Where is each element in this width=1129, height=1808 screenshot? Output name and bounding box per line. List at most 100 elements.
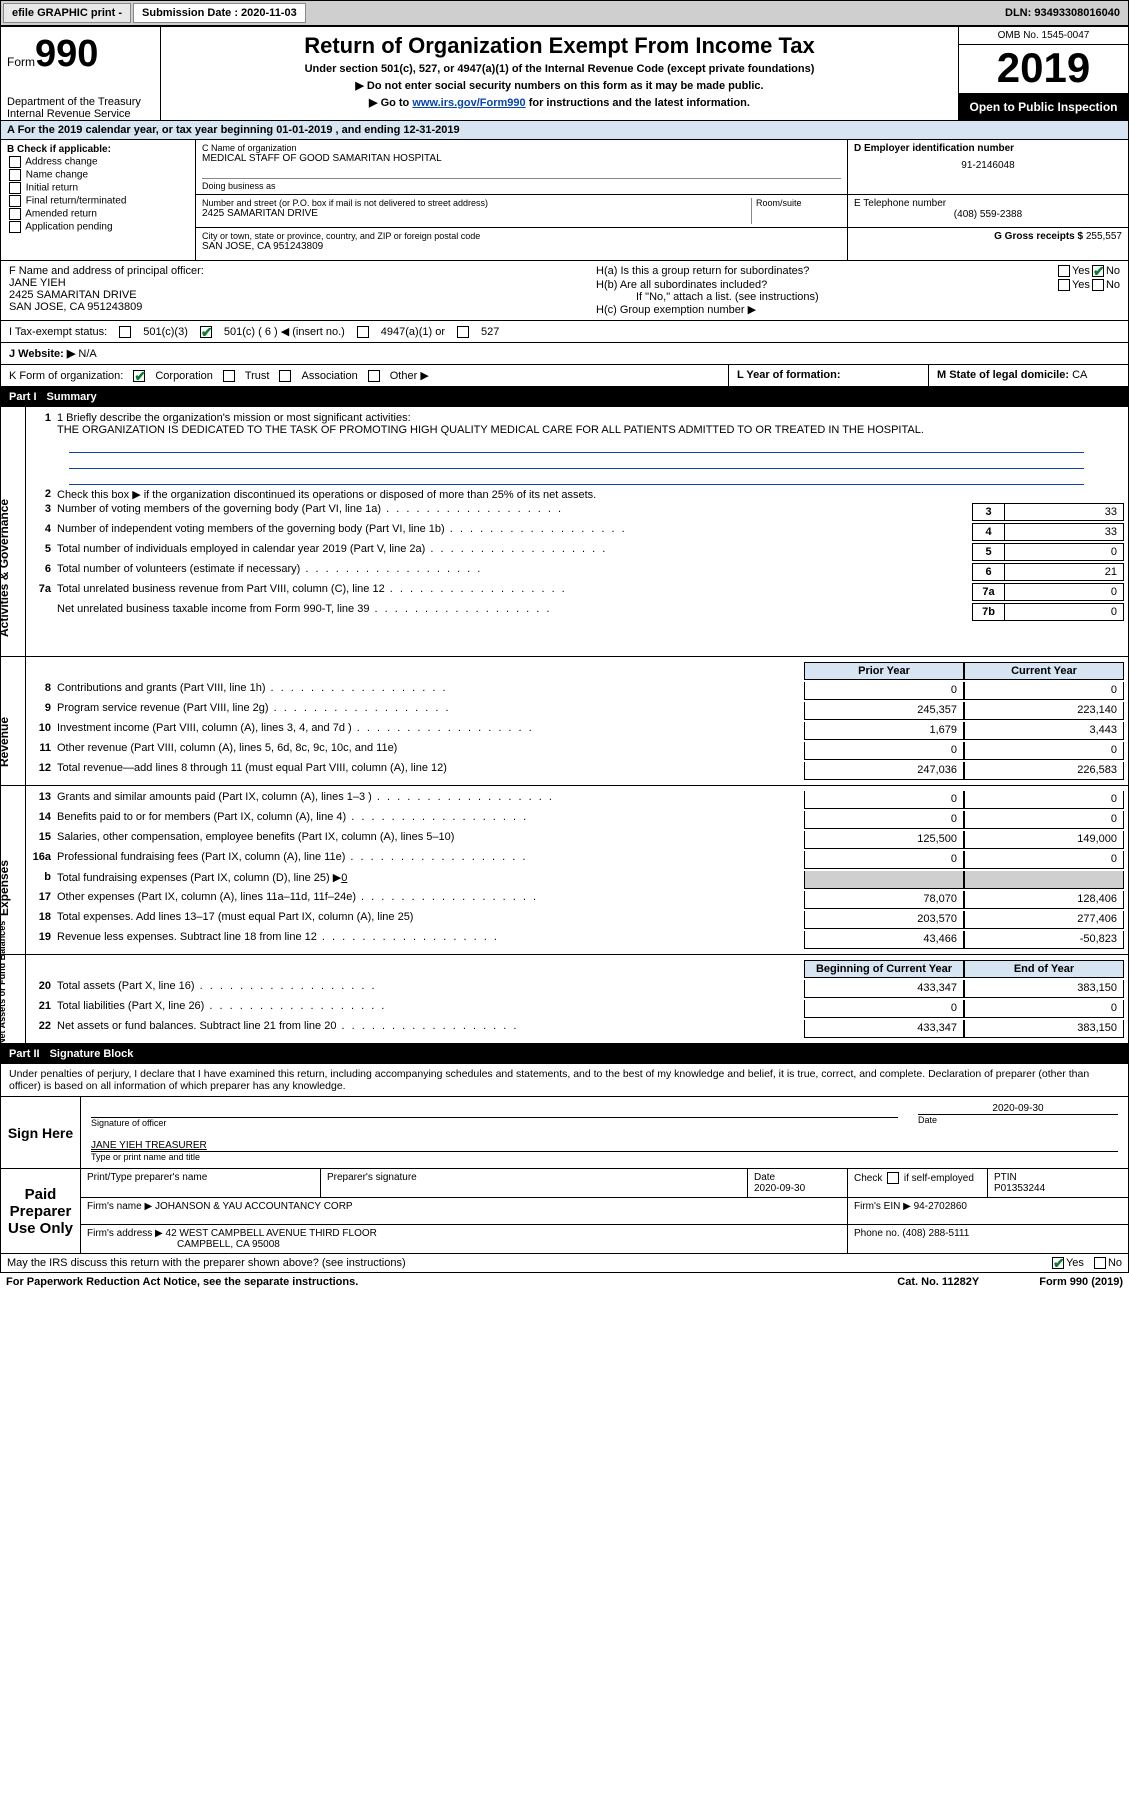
line-4: Number of independent voting members of … xyxy=(57,523,966,535)
gross-value: 255,557 xyxy=(1086,231,1122,242)
line-14: Benefits paid to or for members (Part IX… xyxy=(57,811,798,823)
c8: 0 xyxy=(964,682,1124,700)
dln-value: 93493308016040 xyxy=(1034,7,1120,19)
k-corp: Corporation xyxy=(155,370,212,382)
line-11: Other revenue (Part VIII, column (A), li… xyxy=(57,742,798,754)
part-i-header: Part I Summary xyxy=(0,387,1129,407)
line-21: Total liabilities (Part X, line 26) xyxy=(57,1000,798,1012)
chk-name-change[interactable]: Name change xyxy=(7,169,189,181)
org-name-cell: C Name of organization MEDICAL STAFF OF … xyxy=(196,140,848,194)
chk-527[interactable] xyxy=(457,326,469,338)
firm-addr-2: CAMPBELL, CA 95008 xyxy=(177,1239,280,1250)
footer-form: Form 990 (2019) xyxy=(1039,1276,1123,1288)
org-name-label: C Name of organization xyxy=(202,143,841,153)
side-tab-net: Net Assets or Fund Balances xyxy=(0,921,7,1045)
c13: 0 xyxy=(964,791,1124,809)
line-8: Contributions and grants (Part VIII, lin… xyxy=(57,682,798,694)
m-value: CA xyxy=(1072,369,1087,381)
paid-preparer-label: Paid Preparer Use Only xyxy=(1,1169,81,1253)
sign-date-label: Date xyxy=(918,1114,1118,1125)
h-a-yes[interactable] xyxy=(1058,265,1070,277)
footer-cat: Cat. No. 11282Y xyxy=(897,1276,979,1288)
street-label: Number and street (or P.O. box if mail i… xyxy=(202,198,751,208)
f-label: F Name and address of principal officer: xyxy=(9,265,580,277)
city-value: SAN JOSE, CA 951243809 xyxy=(202,241,841,252)
paid-preparer-block: Paid Preparer Use Only Print/Type prepar… xyxy=(0,1169,1129,1254)
subdate-value: 2020-11-03 xyxy=(241,7,297,19)
chk-501c[interactable] xyxy=(200,326,212,338)
activities-governance: Activities & Governance 11 Briefly descr… xyxy=(0,407,1129,657)
principal-officer: F Name and address of principal officer:… xyxy=(1,261,588,320)
firm-ein: 94-2702860 xyxy=(914,1201,967,1212)
firm-ein-label: Firm's EIN ▶ xyxy=(854,1201,911,1212)
part-ii-title: Signature Block xyxy=(50,1048,134,1060)
hdr-current: Current Year xyxy=(964,662,1124,680)
no-label-2: No xyxy=(1106,279,1120,291)
irs-link[interactable]: www.irs.gov/Form990 xyxy=(412,97,525,109)
h-b-no[interactable] xyxy=(1092,279,1104,291)
line-5: Total number of individuals employed in … xyxy=(57,543,966,555)
p11: 0 xyxy=(804,742,964,760)
prep-date-val: 2020-09-30 xyxy=(754,1183,805,1194)
chk-501c3[interactable] xyxy=(119,326,131,338)
chk-initial-return[interactable]: Initial return xyxy=(7,182,189,194)
chk-other[interactable] xyxy=(368,370,380,382)
net-assets-section: Net Assets or Fund Balances Beginning of… xyxy=(0,955,1129,1044)
k-other: Other ▶ xyxy=(390,369,429,382)
discuss-no[interactable] xyxy=(1094,1257,1106,1269)
chk-final-return[interactable]: Final return/terminated xyxy=(7,195,189,207)
tax-year: 2019 xyxy=(959,45,1128,94)
h-a-no[interactable] xyxy=(1092,265,1104,277)
part-i-tag: Part I xyxy=(9,391,37,403)
p18: 203,570 xyxy=(804,911,964,929)
h-b-label: H(b) Are all subordinates included? xyxy=(596,279,1056,291)
sign-here-block: Sign Here Signature of officer 2020-09-3… xyxy=(0,1097,1129,1169)
p13: 0 xyxy=(804,791,964,809)
hdr-bocy: Beginning of Current Year xyxy=(804,960,964,978)
street-cell: Number and street (or P.O. box if mail i… xyxy=(196,195,848,227)
h-b-yes[interactable] xyxy=(1058,279,1070,291)
efile-print-button[interactable]: efile GRAPHIC print - xyxy=(3,3,131,23)
line-10: Investment income (Part VIII, column (A)… xyxy=(57,722,798,734)
chk-amended[interactable]: Amended return xyxy=(7,208,189,220)
subdate-label: Submission Date : xyxy=(142,7,238,19)
form-header-left: Form990 Department of the Treasury Inter… xyxy=(1,27,161,120)
part-ii-header: Part II Signature Block xyxy=(0,1044,1129,1064)
form-header-center: Return of Organization Exempt From Incom… xyxy=(161,27,958,120)
chk-trust[interactable] xyxy=(223,370,235,382)
gross-label: G Gross receipts $ xyxy=(994,231,1083,242)
chk-corporation[interactable] xyxy=(133,370,145,382)
hdr-prior: Prior Year xyxy=(804,662,964,680)
underline-2 xyxy=(69,455,1084,469)
side-tab-expenses: Expenses xyxy=(0,860,11,916)
chk-application-pending[interactable]: Application pending xyxy=(7,221,189,233)
discuss-no-label: No xyxy=(1108,1257,1122,1269)
tel-cell: E Telephone number (408) 559-2388 xyxy=(848,195,1128,227)
p12: 247,036 xyxy=(804,762,964,780)
p17: 78,070 xyxy=(804,891,964,909)
form-subtitle-1: Under section 501(c), 527, or 4947(a)(1)… xyxy=(167,63,952,75)
501c-label: 501(c) ( 6 ) ◀ (insert no.) xyxy=(224,325,345,338)
sub3-post: for instructions and the latest informat… xyxy=(526,97,750,109)
room-label: Room/suite xyxy=(756,198,841,208)
chk-address-change[interactable]: Address change xyxy=(7,156,189,168)
l-label: L Year of formation: xyxy=(737,369,841,381)
type-print-label: Type or print name and title xyxy=(91,1152,1118,1162)
officer-city: SAN JOSE, CA 951243809 xyxy=(9,301,580,313)
c22: 383,150 xyxy=(964,1020,1124,1038)
chk-association[interactable] xyxy=(279,370,291,382)
chk-self-employed[interactable] xyxy=(887,1172,899,1184)
c21: 0 xyxy=(964,1000,1124,1018)
chk-4947[interactable] xyxy=(357,326,369,338)
form-header: Form990 Department of the Treasury Inter… xyxy=(0,26,1129,121)
officer-group-row: F Name and address of principal officer:… xyxy=(0,261,1129,321)
form-subtitle-2: ▶ Do not enter social security numbers o… xyxy=(167,79,952,92)
tel-label: E Telephone number xyxy=(854,198,1122,209)
mission-q: 1 Briefly describe the organization's mi… xyxy=(57,412,411,424)
c18: 277,406 xyxy=(964,911,1124,929)
side-tab-revenue: Revenue xyxy=(0,717,11,767)
omb-number: OMB No. 1545-0047 xyxy=(959,27,1128,45)
sign-here-label: Sign Here xyxy=(1,1097,81,1168)
discuss-yes[interactable] xyxy=(1052,1257,1064,1269)
discuss-yes-label: Yes xyxy=(1066,1257,1084,1269)
